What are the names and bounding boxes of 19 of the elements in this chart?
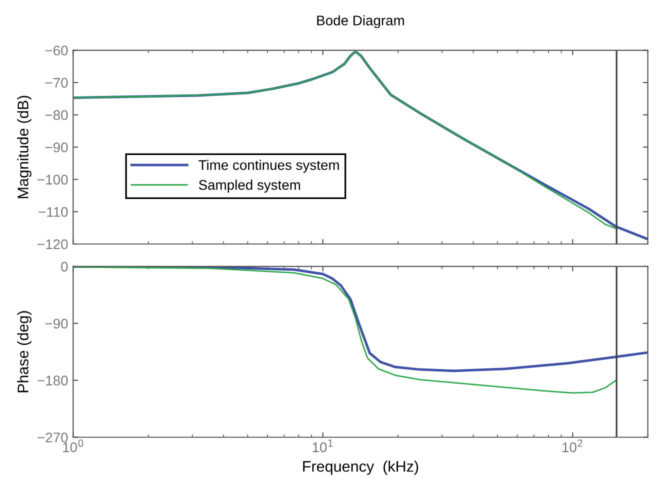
y-tick-label: 0 xyxy=(61,262,68,272)
y-tick-label: −120 xyxy=(38,239,68,250)
x-tick-label: 10$^{1}$ xyxy=(312,440,333,452)
y-axis-title: Phase (deg) xyxy=(17,311,32,392)
legend-label: Time continues system xyxy=(198,160,339,173)
y-tick-label: −90 xyxy=(45,142,68,152)
x-axis-title: Frequency (kHz) xyxy=(303,460,418,475)
y-tick-label: −270 xyxy=(38,432,68,442)
legend-label: Sampled system xyxy=(198,180,300,193)
y-tick-label: −60 xyxy=(45,46,68,56)
y-axis-title: Magnitude (dB) xyxy=(17,96,32,198)
y-tick-label: −80 xyxy=(45,110,68,120)
y-tick-label: −90 xyxy=(45,318,68,329)
x-tick-label: 10$^{2}$ xyxy=(562,440,582,452)
chart-title: Bode Diagram xyxy=(317,15,404,28)
y-tick-label: −100 xyxy=(38,174,68,185)
y-tick-label: −110 xyxy=(38,207,68,217)
y-tick-label: −70 xyxy=(45,78,68,88)
y-tick-label: −180 xyxy=(38,376,68,386)
